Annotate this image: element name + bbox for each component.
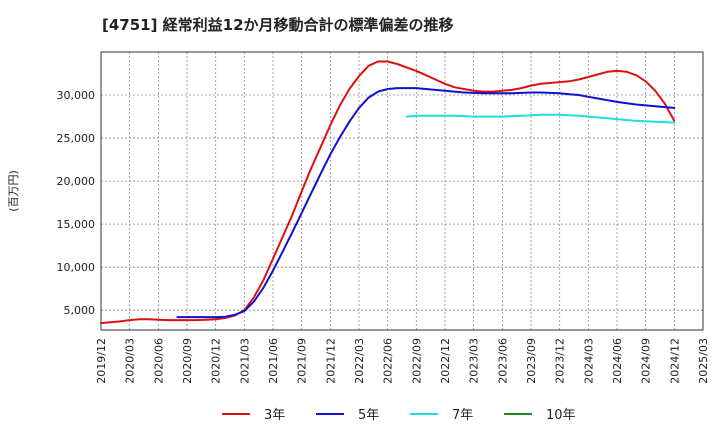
y-tick-label: 25,000 xyxy=(57,132,96,145)
x-tick-label: 2021/09 xyxy=(296,338,309,384)
x-tick-label: 2023/06 xyxy=(496,338,509,384)
legend-label-3年: 3年 xyxy=(264,408,285,423)
legend-label-5年: 5年 xyxy=(358,408,379,423)
series-line-5年 xyxy=(176,87,676,319)
series-line-3年 xyxy=(100,60,676,325)
x-tick-label: 2022/12 xyxy=(439,338,452,384)
x-tick-label: 2021/06 xyxy=(267,338,280,384)
x-tick-label: 2022/06 xyxy=(382,338,395,384)
x-tick-label: 2020/12 xyxy=(210,338,223,384)
chart-title: [4751] 経常利益12か月移動合計の標準偏差の推移 xyxy=(102,16,454,34)
x-tick-label: 2024/12 xyxy=(668,338,681,384)
y-tick-label: 30,000 xyxy=(57,89,96,102)
y-tick-label: 5,000 xyxy=(64,304,96,317)
x-tick-label: 2023/12 xyxy=(554,338,567,384)
x-tick-label: 2022/09 xyxy=(410,338,423,384)
x-tick-label: 2019/12 xyxy=(95,338,108,384)
x-tick-label: 2024/03 xyxy=(582,338,595,384)
x-tick-label: 2022/03 xyxy=(353,338,366,384)
y-tick-label: 15,000 xyxy=(57,218,96,231)
grid-lines xyxy=(100,52,704,330)
legend-label-7年: 7年 xyxy=(452,408,473,423)
x-tick-label: 2021/03 xyxy=(238,338,251,384)
y-axis: 5,000 10,000 15,000 20,000 25,000 30,000 xyxy=(57,89,96,317)
x-tick-label: 2020/03 xyxy=(124,338,137,384)
x-axis: 2019/12 2020/03 2020/06 2020/09 2020/12 2021/… xyxy=(95,338,710,384)
y-tick-label: 10,000 xyxy=(57,261,96,274)
x-tick-label: 2025/03 xyxy=(697,338,710,384)
series-lines xyxy=(100,60,676,325)
legend-label-10年: 10年 xyxy=(546,408,576,423)
legend: 3年 5年 7年 10年 xyxy=(222,408,576,423)
x-tick-label: 2020/09 xyxy=(181,338,194,384)
y-axis-label: (百万円) xyxy=(7,170,20,212)
y-tick-label: 20,000 xyxy=(57,175,96,188)
x-tick-label: 2024/09 xyxy=(640,338,653,384)
x-tick-label: 2024/06 xyxy=(611,338,624,384)
x-tick-label: 2020/06 xyxy=(152,338,165,384)
x-tick-label: 2021/12 xyxy=(324,338,337,384)
plot-frame xyxy=(100,51,704,331)
x-tick-label: 2023/03 xyxy=(468,338,481,384)
series-line-7年 xyxy=(405,113,676,124)
x-tick-label: 2023/09 xyxy=(525,338,538,384)
